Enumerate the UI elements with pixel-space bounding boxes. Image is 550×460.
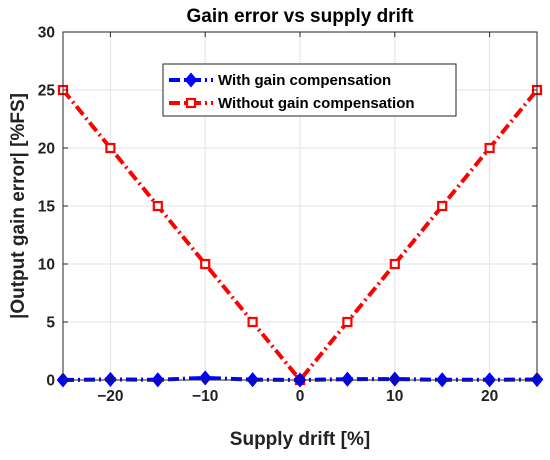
legend-box [162,63,457,117]
legend: With gain compensation Without gain comp… [162,63,457,117]
y-tick-label: 30 [38,25,55,42]
x-tick-label: 20 [481,388,498,405]
y-tick-label: 20 [38,141,55,158]
x-axis-label: Supply drift [%] [230,429,370,450]
x-tick-label: 10 [386,388,403,405]
x-tick-label: −20 [97,388,123,405]
x-tick-label: −10 [192,388,218,405]
y-tick-label: 15 [38,199,56,216]
y-tick-label: 0 [46,373,55,390]
legend-label-with-gain-compensation: With gain compensation [218,72,391,89]
axis-ticks: −20 −10 0 10 20 0 5 10 15 20 25 30 [38,25,537,405]
data-point [437,200,448,212]
y-tick-label: 10 [38,257,55,274]
y-tick-label: 5 [46,315,55,332]
legend-marker-with-gain-compensation [184,72,198,88]
data-point [152,200,163,212]
data-point [389,258,400,270]
series-line-without-gain-compensation [61,88,539,382]
data-point [247,316,258,328]
x-tick-label: 0 [296,388,305,405]
legend-marker-without-gain-compensation [185,97,197,109]
data-point [342,316,353,328]
data-point [484,142,495,154]
data-point [200,258,211,270]
series-without-gain-compensation [57,84,543,386]
y-tick-label: 25 [38,83,56,100]
legend-label-without-gain-compensation: Without gain compensation [218,95,415,112]
data-point [341,371,354,387]
data-point [105,142,116,154]
y-axis-label: |Output gain error| [%FS] [8,93,29,319]
chart-title: Gain error vs supply drift [187,6,415,27]
